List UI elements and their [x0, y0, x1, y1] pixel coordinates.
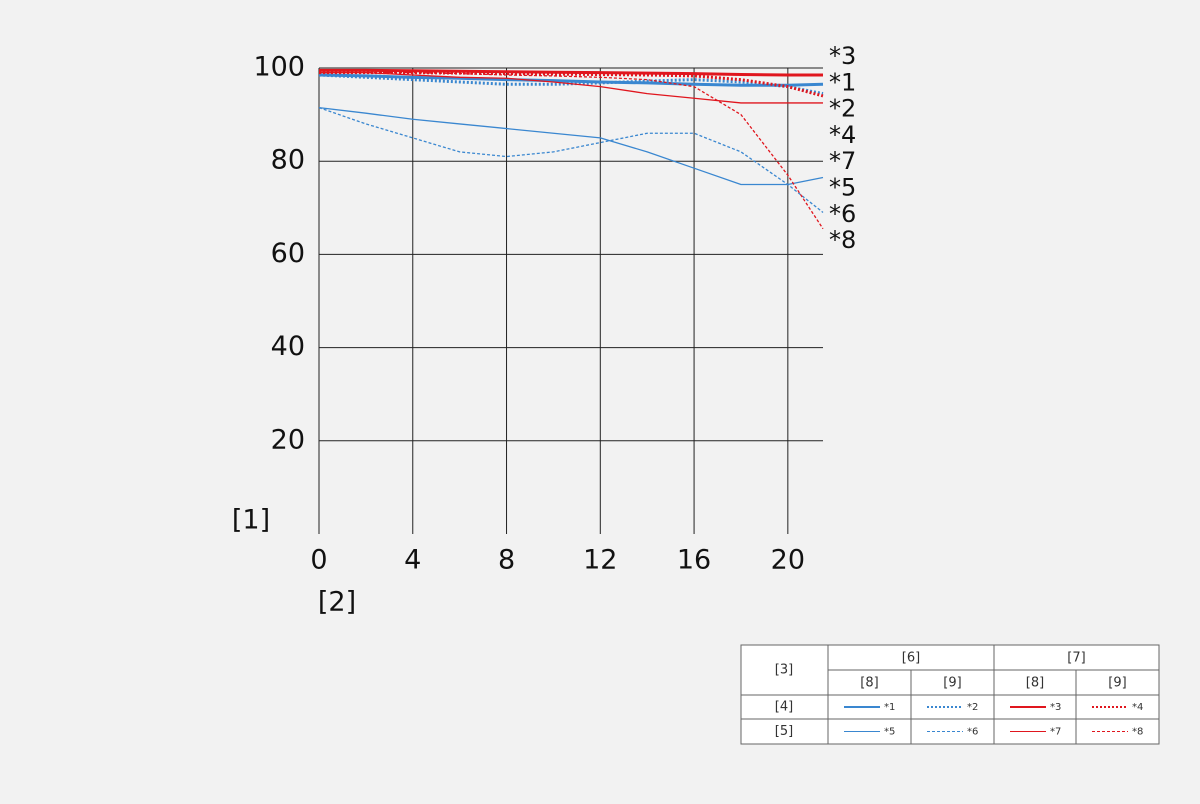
series-line: [319, 72, 824, 230]
legend-label: *4: [1132, 702, 1143, 713]
x-tick-label: 0: [310, 545, 327, 576]
series-line: [319, 72, 823, 104]
end-label: *6: [829, 200, 856, 228]
table-subheader: [8]: [860, 676, 878, 691]
end-label: *7: [829, 147, 856, 175]
end-label: *3: [829, 42, 856, 70]
x-axis-label: [1]: [232, 505, 270, 536]
legend-label: *3: [1050, 702, 1061, 713]
end-label: *1: [829, 68, 856, 96]
legend-label: *8: [1132, 727, 1143, 738]
series-line: [318, 106, 824, 213]
y-tick-label: 20: [271, 424, 305, 455]
legend-label: *1: [884, 702, 895, 713]
table-row-label: [4]: [775, 700, 793, 715]
x-tick-label: 16: [677, 545, 711, 576]
x-tick-label: 20: [771, 545, 805, 576]
table-subheader: [8]: [1026, 676, 1044, 691]
x-tick-label: 12: [583, 545, 617, 576]
table-group: [6]: [902, 651, 920, 666]
table-group: [7]: [1067, 651, 1085, 666]
end-label: *5: [829, 174, 856, 202]
end-label: *8: [829, 226, 856, 254]
series-line: [318, 73, 824, 87]
table-subheader: [9]: [1108, 676, 1126, 691]
table-subheader: [9]: [943, 676, 961, 691]
y-tick-label: 80: [271, 145, 305, 176]
legend-label: *2: [967, 702, 978, 713]
end-label: *2: [829, 95, 856, 123]
table-row-label: [5]: [775, 724, 793, 739]
table-corner: [3]: [775, 663, 793, 678]
legend-label: *5: [884, 727, 895, 738]
series-line: [318, 106, 824, 186]
legend-label: *6: [967, 727, 978, 738]
x-tick-label: 8: [498, 545, 515, 576]
series-line: [319, 68, 823, 77]
end-label: *4: [829, 121, 856, 149]
legend-label: *7: [1050, 727, 1061, 738]
y-axis-label: [2]: [318, 587, 356, 618]
x-tick-label: 4: [404, 545, 421, 576]
y-tick-label: 40: [271, 331, 305, 362]
y-tick-label: 100: [253, 52, 305, 83]
y-tick-label: 60: [271, 238, 305, 269]
